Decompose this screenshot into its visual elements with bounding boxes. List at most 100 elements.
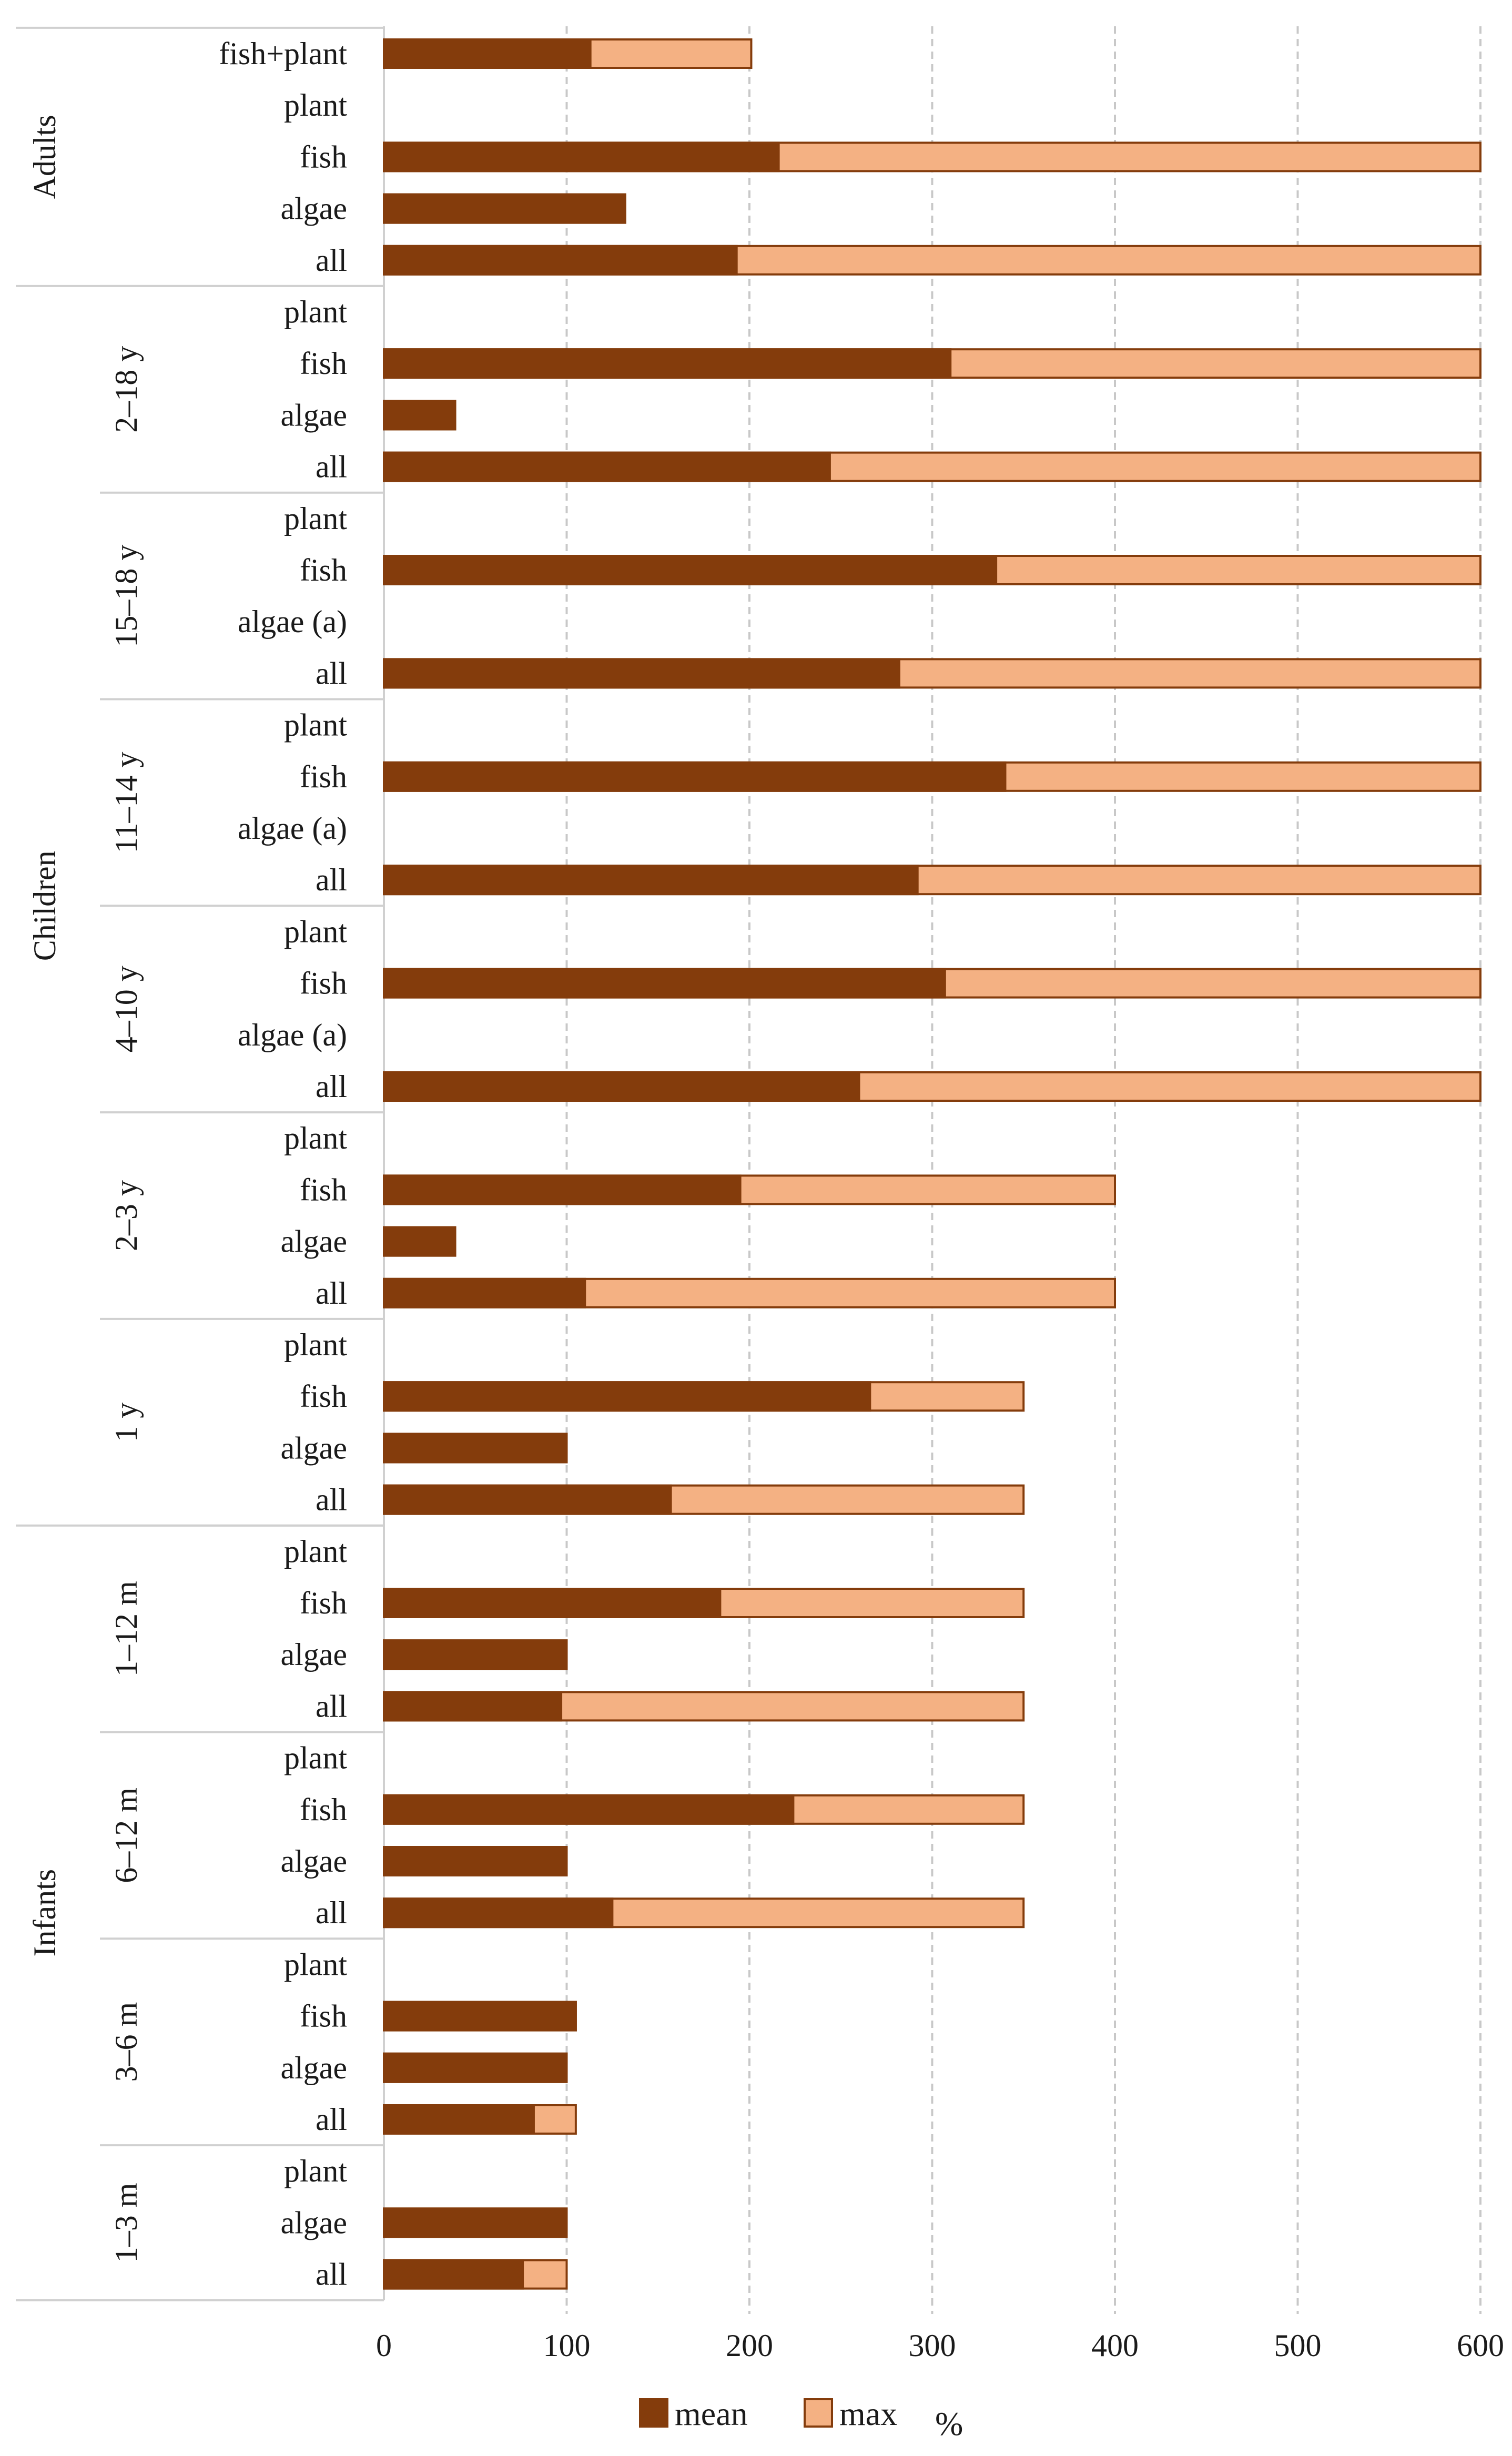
- category-labels: fish+plant plant fish algae all plant fish alga…: [219, 36, 347, 2292]
- category-label: fish: [300, 1172, 347, 1207]
- legend-label-max: max: [839, 2395, 897, 2432]
- bar-mean: [383, 400, 456, 431]
- subgroup-label: 15–18 y: [109, 545, 144, 647]
- category-label: algae: [280, 1224, 347, 1259]
- bar-mean: [383, 1071, 860, 1102]
- category-label: fish: [300, 553, 347, 587]
- bar-mean: [383, 1897, 614, 1929]
- subgroup-label: 1–12 m: [109, 1581, 144, 1677]
- category-label: all: [316, 1689, 347, 1723]
- category-label: algae: [280, 191, 347, 226]
- category-label: fish: [300, 759, 347, 794]
- bar-mean: [383, 1588, 722, 1618]
- group-label: Adults: [27, 115, 62, 199]
- x-tick-label: 400: [1091, 2328, 1139, 2363]
- legend-swatch-max: [804, 2398, 833, 2428]
- subgroup-label: 6–12 m: [109, 1788, 144, 1883]
- bar-mean: [383, 1226, 456, 1257]
- category-label: all: [316, 450, 347, 484]
- bar-mean: [383, 658, 900, 689]
- category-label: fish+plant: [219, 36, 347, 71]
- category-label: fish: [300, 139, 347, 174]
- bar-mean: [383, 1277, 586, 1308]
- bar-mean: [383, 245, 738, 276]
- bar-mean: [383, 1433, 568, 1464]
- category-label: plant: [284, 88, 347, 123]
- category-label: plant: [284, 914, 347, 949]
- legend-swatch-mean: [639, 2398, 668, 2428]
- bar-mean: [383, 1381, 871, 1412]
- bar-mean: [383, 2259, 524, 2290]
- subgroup-label: 2–3 y: [109, 1180, 144, 1251]
- bar-mean: [383, 2207, 568, 2238]
- subgroup-label: 3–6 m: [109, 2002, 144, 2082]
- category-label: plant: [284, 1534, 347, 1569]
- category-label: plant: [284, 501, 347, 536]
- category-label: algae: [280, 398, 347, 432]
- bar-mean: [383, 451, 831, 482]
- category-label: plant: [284, 295, 347, 329]
- x-tick-label: 300: [909, 2328, 956, 2363]
- bar-mean: [383, 2104, 535, 2135]
- x-tick-label: 100: [543, 2328, 591, 2363]
- bar-mean: [383, 1484, 672, 1515]
- bar-mean: [383, 348, 952, 379]
- category-label: all: [316, 243, 347, 278]
- x-tick-label: 500: [1274, 2328, 1322, 2363]
- category-label: plant: [284, 1741, 347, 1775]
- subgroup-label: 11–14 y: [109, 752, 144, 854]
- category-label: algae: [280, 2051, 347, 2085]
- bar-mean: [383, 555, 998, 585]
- category-label: algae: [280, 2205, 347, 2240]
- bar-mean: [383, 1846, 568, 1876]
- category-label: all: [316, 656, 347, 691]
- x-tick-label: 200: [726, 2328, 773, 2363]
- bar-mean: [383, 1691, 563, 1722]
- bar-mean: [383, 193, 626, 224]
- bar-mean: [383, 141, 780, 172]
- category-label: all: [316, 2102, 347, 2137]
- category-label: plant: [284, 1121, 347, 1155]
- category-label: plant: [284, 1947, 347, 1982]
- bar-mean: [383, 1639, 568, 1670]
- category-label: algae (a): [238, 604, 347, 639]
- group-label: Children: [27, 850, 62, 961]
- category-label: algae: [280, 1430, 347, 1465]
- bar-mean: [383, 2001, 577, 2032]
- category-label: all: [316, 1483, 347, 1517]
- x-tick-label: 0: [376, 2328, 392, 2363]
- x-tick-label: 600: [1457, 2328, 1504, 2363]
- category-label: plant: [284, 1327, 347, 1362]
- bar-mean: [383, 968, 946, 999]
- legend: mean max %: [639, 2395, 963, 2442]
- category-label: algae: [280, 1844, 347, 1879]
- group-label: Infants: [27, 1869, 62, 1957]
- bar-mean: [383, 1174, 742, 1205]
- category-label: all: [316, 1069, 347, 1104]
- legend-label-mean: mean: [675, 2395, 748, 2432]
- category-label: all: [316, 1276, 347, 1311]
- bar-mean: [383, 38, 592, 69]
- category-label: fish: [300, 1792, 347, 1827]
- category-label: fish: [300, 346, 347, 381]
- group-labels: 2–18 y 15–18 y 11–14 y 4–10 y 2–3 y 1 y 1–12 m…: [27, 115, 144, 2262]
- bars: [383, 38, 1481, 2290]
- x-axis-ticks: 0 100 200 300 400 500 600: [376, 2328, 1504, 2363]
- subgroup-label: 4–10 y: [109, 966, 144, 1052]
- subgroup-label: 1 y: [109, 1403, 144, 1442]
- bar-mean: [383, 1794, 795, 1825]
- bar-mean: [383, 865, 919, 896]
- category-label: fish: [300, 1379, 347, 1414]
- category-label: all: [316, 1895, 347, 1930]
- category-label: fish: [300, 1586, 347, 1620]
- category-label: fish: [300, 966, 347, 1001]
- category-label: fish: [300, 1999, 347, 2034]
- category-label: plant: [284, 2154, 347, 2188]
- gridlines: [565, 26, 1481, 2314]
- subgroup-label: 2–18 y: [109, 346, 144, 433]
- bar-mean: [383, 761, 1007, 792]
- category-label: algae (a): [238, 1018, 347, 1052]
- category-label: algae: [280, 1637, 347, 1672]
- x-axis-unit-label: %: [935, 2405, 963, 2442]
